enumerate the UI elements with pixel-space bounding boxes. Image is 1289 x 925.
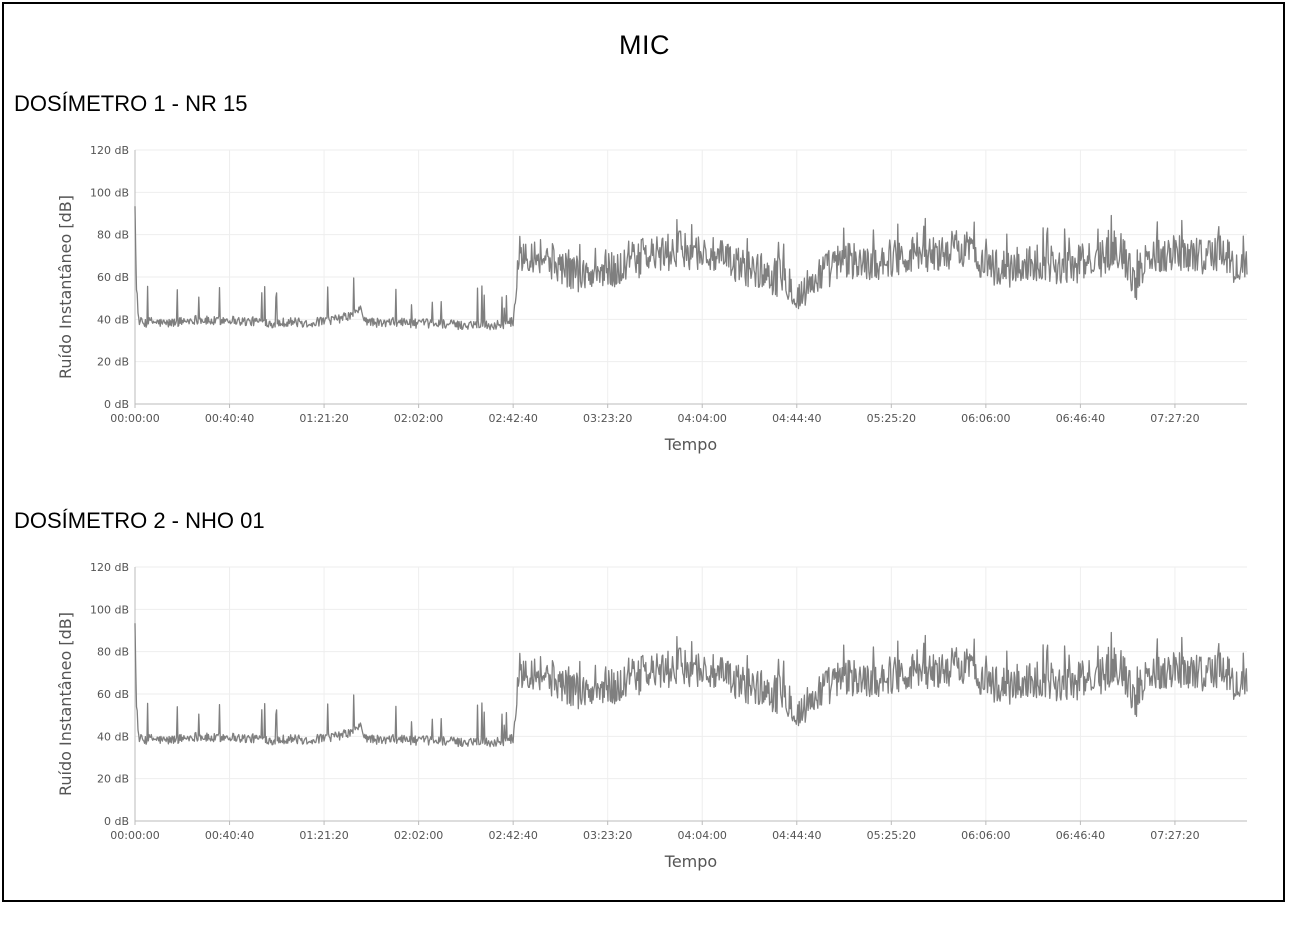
chart-2-y-tick-label: 60 dB [97, 688, 129, 701]
chart-1-x-tick-label: 06:06:00 [961, 412, 1010, 425]
chart-1-x-tick-label: 05:25:20 [867, 412, 916, 425]
chart-1-x-tick-label: 04:04:00 [678, 412, 727, 425]
chart-1-x-tick-label: 02:42:40 [488, 412, 537, 425]
chart-2-x-tick-label: 00:00:00 [110, 829, 159, 842]
page-title: MIC [619, 30, 670, 60]
chart-2-y-tick-label: 100 dB [90, 603, 129, 616]
chart-1-x-tick-label: 06:46:40 [1056, 412, 1105, 425]
chart-2-section-title: DOSÍMETRO 2 - NHO 01 [14, 508, 265, 533]
chart-2-x-tick-label: 04:44:40 [772, 829, 821, 842]
chart-2-y-tick-label: 40 dB [97, 730, 129, 743]
chart-1-y-axis-title: Ruído Instantâneo [dB] [56, 195, 75, 379]
chart-2-x-tick-label: 05:25:20 [867, 829, 916, 842]
chart-1-x-axis-title: Tempo [664, 435, 717, 454]
chart-2-x-tick-label: 02:42:40 [488, 829, 537, 842]
chart-1-x-tick-label: 07:27:20 [1150, 412, 1199, 425]
chart-2-y-tick-label: 80 dB [97, 646, 129, 659]
chart-1-y-tick-label: 20 dB [97, 356, 129, 369]
chart-2-y-tick-label: 0 dB [104, 815, 129, 828]
chart-1-y-tick-label: 120 dB [90, 144, 129, 157]
chart-1-svg: 0 dB 20 dB 40 dB 60 dB 80 dB 100 dB 120 dB 00:0… [56, 144, 1248, 454]
chart-1-x-tick-label: 01:21:20 [299, 412, 348, 425]
chart-2-y-tick-label: 20 dB [97, 773, 129, 786]
chart-1-section-title: DOSÍMETRO 1 - NR 15 [14, 91, 248, 116]
chart-2-y-axis-title: Ruído Instantâneo [dB] [56, 612, 75, 796]
chart-2-x-tick-label: 06:46:40 [1056, 829, 1105, 842]
chart-1-y-tick-label: 80 dB [97, 229, 129, 242]
chart-2-series-line [134, 623, 1248, 748]
chart-1-x-tick-label: 04:44:40 [772, 412, 821, 425]
chart-1-y-tick-label: 40 dB [97, 313, 129, 326]
chart-1-x-tick-label: 00:00:00 [110, 412, 159, 425]
chart-2-x-tick-label: 06:06:00 [961, 829, 1010, 842]
chart-2: 0 dB 20 dB 40 dB 60 dB 80 dB 100 dB 120 dB 00:0… [0, 555, 1289, 925]
chart-1-series-line [134, 206, 1248, 331]
chart-2-x-tick-label: 01:21:20 [299, 829, 348, 842]
chart-2-svg: 0 dB 20 dB 40 dB 60 dB 80 dB 100 dB 120 dB 00:0… [56, 561, 1248, 871]
chart-2-x-tick-label: 03:23:20 [583, 829, 632, 842]
chart-2-x-tick-label: 00:40:40 [205, 829, 254, 842]
chart-1-x-tick-label: 00:40:40 [205, 412, 254, 425]
chart-2-x-axis-title: Tempo [664, 852, 717, 871]
chart-2-x-tick-label: 04:04:00 [678, 829, 727, 842]
chart-1-x-tick-label: 03:23:20 [583, 412, 632, 425]
chart-2-x-tick-label: 02:02:00 [394, 829, 443, 842]
chart-1-y-tick-label: 100 dB [90, 186, 129, 199]
chart-2-y-tick-label: 120 dB [90, 561, 129, 574]
chart-1-y-tick-label: 0 dB [104, 398, 129, 411]
chart-1: 0 dB 20 dB 40 dB 60 dB 80 dB 100 dB 120 dB 00:0… [0, 138, 1289, 508]
chart-1-y-tick-label: 60 dB [97, 271, 129, 284]
chart-2-x-tick-label: 07:27:20 [1150, 829, 1199, 842]
chart-1-x-tick-label: 02:02:00 [394, 412, 443, 425]
